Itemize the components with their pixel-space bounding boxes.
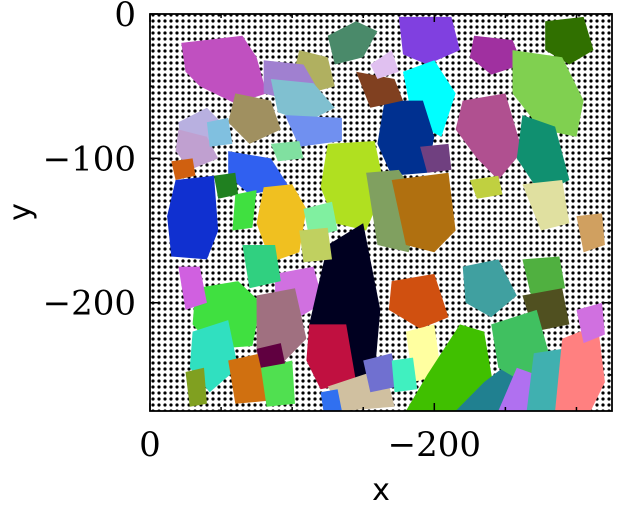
grain-region-54 <box>228 353 267 404</box>
grain-region-62 <box>370 50 399 79</box>
grain-region-63 <box>303 201 338 238</box>
grain-region-23 <box>228 151 290 195</box>
grain-region-17 <box>377 100 435 176</box>
y-tick-label: −100 <box>43 139 136 179</box>
grain-region-42 <box>462 259 517 318</box>
grain-region-31 <box>469 175 503 199</box>
grain-region-5 <box>398 16 460 65</box>
axis-ticks <box>149 13 612 411</box>
grain-region-32 <box>522 180 570 231</box>
grain-region-13 <box>228 93 281 144</box>
grain-region-64 <box>299 227 332 263</box>
tick-labels: 0 −200 0 −100 −200 <box>43 0 481 465</box>
grain-region-21 <box>171 158 196 180</box>
grain-region-27 <box>320 141 385 231</box>
y-tick-label: 0 <box>114 0 136 35</box>
grain-region-60 <box>320 389 342 411</box>
grain-region-33 <box>576 213 605 253</box>
x-axis-label: x <box>372 473 390 508</box>
grain-region-55 <box>185 367 207 407</box>
grain-region-61 <box>256 343 285 368</box>
grain-region-2 <box>327 21 378 65</box>
grain-region-59 <box>391 357 418 393</box>
grain-region-38 <box>178 266 207 310</box>
grain-region-16 <box>270 141 304 162</box>
grain-region-6 <box>469 35 523 75</box>
grain-region-43 <box>522 256 566 296</box>
grain-region-25 <box>232 190 257 231</box>
grain-region-10 <box>455 93 523 180</box>
grain-region-29 <box>391 172 456 253</box>
grain-region-52 <box>576 302 605 344</box>
grain-region-8 <box>512 50 584 137</box>
y-tick-label: −200 <box>43 284 136 324</box>
x-tick-label: 0 <box>139 425 161 465</box>
grain-region-56 <box>260 360 295 407</box>
grain-region-51 <box>555 324 605 411</box>
grain-region-7 <box>545 16 594 65</box>
grain-region-15 <box>285 115 342 147</box>
x-tick-label: −200 <box>388 425 481 465</box>
plot-frame <box>149 13 613 412</box>
grain-region-24 <box>214 172 239 199</box>
y-axis-label: y <box>3 203 38 221</box>
grain-region-47 <box>455 360 520 411</box>
grain-region-22 <box>167 175 219 260</box>
grain-regions <box>167 16 605 411</box>
grain-region-41 <box>388 273 449 329</box>
grain-region-58 <box>363 353 399 393</box>
grain-region-65 <box>206 117 233 147</box>
grain-region-1 <box>181 35 267 104</box>
grain-region-35 <box>242 245 281 289</box>
grain-region-30 <box>420 143 452 173</box>
grain-region-46 <box>405 324 494 411</box>
grain-region-26 <box>256 184 307 263</box>
grain-region-18 <box>356 71 403 108</box>
grain-region-14 <box>270 79 335 123</box>
grain-region-40 <box>306 324 357 390</box>
grain-region-11 <box>516 115 570 195</box>
